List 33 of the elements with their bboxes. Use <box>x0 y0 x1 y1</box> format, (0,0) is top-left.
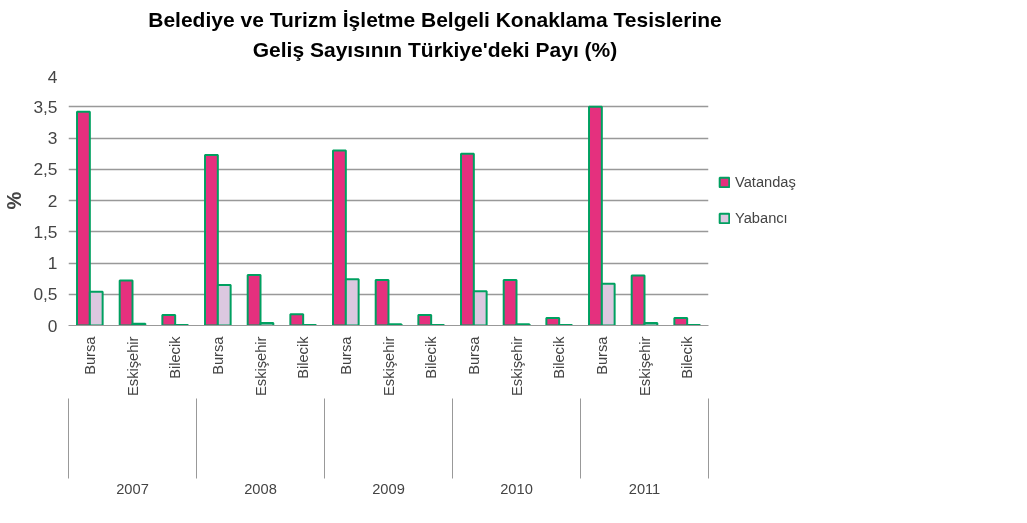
x-tick-label: Eskişehir <box>380 336 397 396</box>
x-tick-label: Bursa <box>593 335 610 375</box>
legend-label: Vatandaş <box>735 174 796 190</box>
text: 2009 <box>372 480 405 497</box>
text: 2008 <box>244 480 277 497</box>
legend-label: Yabancı <box>735 210 788 226</box>
chart-title: Belediye ve Turizm İşletme Belgeli Konaklama Tesislerine Geliş Sayısının Türkiye'deki Payı (%) <box>148 7 722 63</box>
y-tick-label: 1 <box>47 253 58 273</box>
x-tick-label: Bilecik <box>679 335 696 379</box>
x-tick-label: Eskişehir <box>508 336 525 396</box>
text: 2007 <box>116 480 149 497</box>
x-tick-label: Eskişehir <box>252 336 269 396</box>
x-tick-label: Bursa <box>209 335 226 375</box>
x-tick-label: Bilecik <box>551 335 568 379</box>
x-tick-label: Bursa <box>465 335 482 375</box>
y-tick-label: 0,5 <box>33 284 58 305</box>
y-axis-title: % <box>3 191 26 210</box>
x-tick-label: Bursa <box>337 335 354 375</box>
y-tick-label: 0 <box>47 315 58 336</box>
x-tick-label: Eskişehir <box>124 336 141 396</box>
x-tick-label: Eskişehir <box>636 336 653 396</box>
x-tick-label: Bilecik <box>295 335 312 379</box>
y-tick-label: 3,5 <box>33 96 58 117</box>
text: 2011 <box>628 480 661 497</box>
text: 2010 <box>500 480 533 497</box>
y-tick-label: 2 <box>47 190 58 211</box>
y-tick-label: 3 <box>47 128 58 148</box>
x-tick-label: Bilecik <box>423 335 440 379</box>
y-tick-label: 2,5 <box>33 159 58 180</box>
y-tick-label: 4 <box>47 66 58 87</box>
x-tick-label: Bursa <box>81 335 98 375</box>
y-tick-label: 1,5 <box>33 221 58 242</box>
x-tick-label: Bilecik <box>167 335 184 379</box>
